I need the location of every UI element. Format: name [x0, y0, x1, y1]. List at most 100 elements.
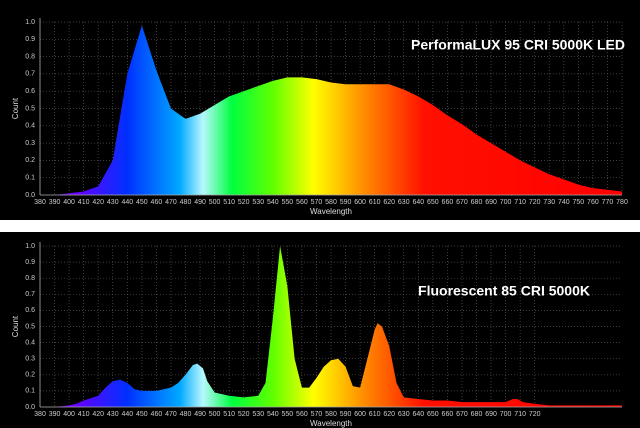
- y-tick-label: 0.9: [25, 259, 35, 266]
- x-tick-label: 730: [543, 199, 555, 206]
- x-tick-label: 650: [427, 411, 439, 418]
- x-tick-label: 410: [78, 411, 90, 418]
- x-tick-label: 470: [165, 199, 177, 206]
- x-tick-label: 550: [282, 411, 294, 418]
- x-tick-label: 710: [514, 411, 526, 418]
- spectrum-area: [40, 246, 622, 407]
- x-tick-label: 530: [252, 199, 264, 206]
- y-tick-label: 0.4: [25, 339, 35, 346]
- x-tick-label: 420: [92, 199, 104, 206]
- x-tick-label: 690: [485, 199, 497, 206]
- x-axis-label: Wavelength: [310, 419, 352, 428]
- x-tick-label: 460: [151, 411, 163, 418]
- x-tick-label: 600: [354, 411, 366, 418]
- x-tick-label: 480: [180, 199, 192, 206]
- x-tick-label: 570: [311, 199, 323, 206]
- y-tick-label: 0.7: [25, 71, 35, 78]
- y-tick-label: 0.8: [25, 275, 35, 282]
- x-tick-label: 530: [252, 411, 264, 418]
- y-tick-label: 0.1: [25, 175, 35, 182]
- x-tick-label: 430: [107, 411, 119, 418]
- x-tick-label: 640: [412, 411, 424, 418]
- x-tick-label: 470: [165, 411, 177, 418]
- x-tick-label: 590: [340, 199, 352, 206]
- x-tick-label: 510: [223, 411, 235, 418]
- x-tick-label: 580: [325, 411, 337, 418]
- x-tick-label: 400: [63, 199, 75, 206]
- y-axis-label: Count: [11, 315, 20, 337]
- spectrum-area: [40, 25, 622, 196]
- x-tick-label: 720: [529, 199, 541, 206]
- x-tick-label: 610: [369, 411, 381, 418]
- y-tick-label: 0.0: [25, 404, 35, 411]
- x-tick-label: 540: [267, 199, 279, 206]
- x-tick-label: 700: [500, 199, 512, 206]
- x-tick-label: 390: [49, 199, 61, 206]
- x-tick-label: 440: [121, 199, 133, 206]
- x-tick-label: 740: [558, 199, 570, 206]
- y-tick-label: 0.7: [25, 291, 35, 298]
- x-tick-label: 700: [500, 411, 512, 418]
- x-tick-label: 380: [34, 411, 46, 418]
- x-tick-label: 720: [529, 411, 541, 418]
- x-tick-label: 570: [311, 411, 323, 418]
- y-tick-label: 0.3: [25, 356, 35, 363]
- x-tick-label: 630: [398, 411, 410, 418]
- x-tick-label: 460: [151, 199, 163, 206]
- x-tick-label: 680: [471, 411, 483, 418]
- x-tick-label: 410: [78, 199, 90, 206]
- x-tick-label: 610: [369, 199, 381, 206]
- x-tick-label: 430: [107, 199, 119, 206]
- y-tick-label: 0.2: [25, 157, 35, 164]
- x-axis-label: Wavelength: [310, 207, 352, 216]
- x-tick-label: 690: [485, 411, 497, 418]
- x-tick-label: 390: [49, 411, 61, 418]
- x-tick-label: 710: [514, 199, 526, 206]
- y-tick-label: 0.6: [25, 88, 35, 95]
- x-tick-label: 440: [121, 411, 133, 418]
- x-tick-label: 380: [34, 199, 46, 206]
- x-tick-label: 760: [587, 199, 599, 206]
- annotation: PerformaLUX 95 CRI 5000K LED: [411, 37, 625, 53]
- y-tick-label: 0.1: [25, 388, 35, 395]
- x-tick-label: 680: [471, 199, 483, 206]
- x-tick-label: 490: [194, 411, 206, 418]
- y-tick-label: 1.0: [25, 19, 35, 26]
- x-tick-label: 660: [442, 411, 454, 418]
- x-tick-label: 590: [340, 411, 352, 418]
- x-tick-label: 560: [296, 199, 308, 206]
- x-tick-label: 500: [209, 411, 221, 418]
- x-tick-label: 550: [282, 199, 294, 206]
- x-tick-label: 420: [92, 411, 104, 418]
- x-tick-label: 670: [456, 411, 468, 418]
- y-tick-label: 0.4: [25, 123, 35, 130]
- x-tick-label: 620: [383, 199, 395, 206]
- annotation: Fluorescent 85 CRI 5000K: [418, 283, 590, 299]
- y-tick-label: 0.5: [25, 323, 35, 330]
- y-tick-label: 0.9: [25, 36, 35, 43]
- y-tick-label: 0.6: [25, 307, 35, 314]
- x-tick-label: 650: [427, 199, 439, 206]
- x-tick-label: 400: [63, 411, 75, 418]
- x-tick-label: 660: [442, 199, 454, 206]
- x-tick-label: 620: [383, 411, 395, 418]
- x-tick-label: 450: [136, 199, 148, 206]
- x-tick-label: 770: [602, 199, 614, 206]
- x-tick-label: 750: [573, 199, 585, 206]
- x-tick-label: 640: [412, 199, 424, 206]
- y-tick-label: 1.0: [25, 243, 35, 250]
- y-tick-label: 0.5: [25, 105, 35, 112]
- x-tick-label: 540: [267, 411, 279, 418]
- y-tick-label: 0.2: [25, 372, 35, 379]
- x-tick-label: 510: [223, 199, 235, 206]
- x-tick-label: 600: [354, 199, 366, 206]
- x-tick-label: 780: [616, 199, 628, 206]
- y-axis-label: Count: [11, 97, 20, 119]
- x-tick-label: 580: [325, 199, 337, 206]
- x-tick-label: 520: [238, 199, 250, 206]
- x-tick-label: 520: [238, 411, 250, 418]
- x-tick-label: 480: [180, 411, 192, 418]
- x-tick-label: 670: [456, 199, 468, 206]
